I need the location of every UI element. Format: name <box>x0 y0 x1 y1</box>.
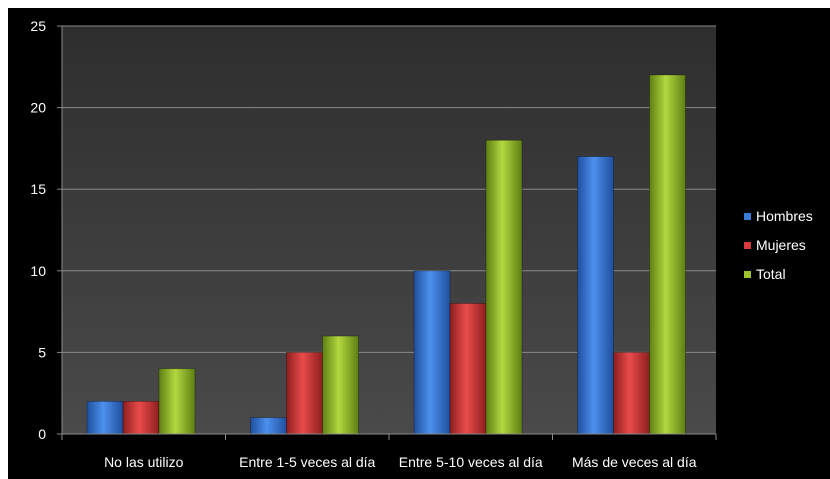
x-axis: No las utilizo Entre 1-5 veces al día Entr… <box>61 433 717 470</box>
bar-hombres <box>577 156 614 435</box>
bar-hombres <box>86 400 124 435</box>
x-category-label: Entre 1-5 veces al día <box>239 454 375 470</box>
legend: Hombres Mujeres Total <box>744 208 813 282</box>
bar-total <box>485 139 523 435</box>
x-category-label: Entre 5-10 veces al día <box>399 454 543 470</box>
bar-total <box>649 74 686 435</box>
bar-total <box>158 368 196 435</box>
y-tick-label: 20 <box>30 100 46 116</box>
x-category-label: No las utilizo <box>104 454 184 470</box>
bar-total <box>322 335 359 435</box>
legend-label-total: Total <box>756 266 786 282</box>
bar-hombres <box>413 270 451 435</box>
bar-mujeres <box>122 400 160 435</box>
bar-mujeres <box>449 303 487 435</box>
legend-label-hombres: Hombres <box>756 208 813 224</box>
x-category-label: Más de veces al día <box>572 454 697 470</box>
y-tick-label: 0 <box>38 426 46 442</box>
legend-swatch-hombres <box>744 213 751 220</box>
y-axis: 0 5 10 15 20 25 <box>30 18 63 442</box>
legend-swatch-total <box>744 271 751 278</box>
y-tick-label: 25 <box>30 18 46 34</box>
legend-swatch-mujeres <box>744 242 751 249</box>
legend-label-mujeres: Mujeres <box>756 237 806 253</box>
y-tick-label: 15 <box>30 181 46 197</box>
y-tick-label: 10 <box>30 263 46 279</box>
bar-mujeres <box>286 351 323 435</box>
bar-hombres <box>250 417 287 435</box>
bars <box>86 74 686 435</box>
y-tick-label: 5 <box>38 344 46 360</box>
bar-mujeres <box>613 351 650 435</box>
